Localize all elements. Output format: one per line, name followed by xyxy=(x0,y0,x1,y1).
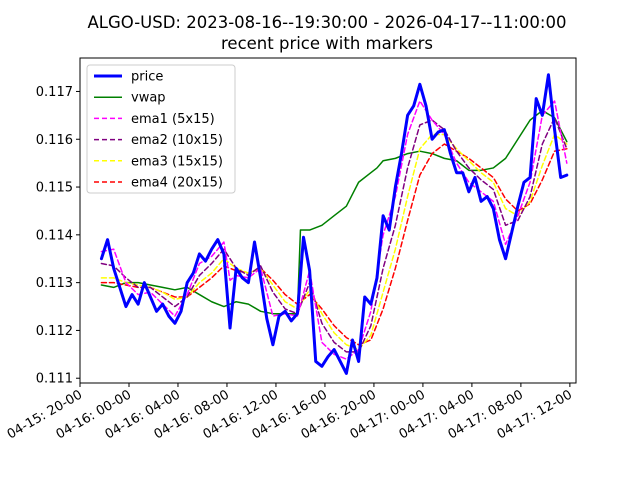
y-tick-label: 0.117 xyxy=(36,85,73,100)
series-line-price xyxy=(99,73,569,375)
legend-label: price xyxy=(131,70,163,85)
series-layer xyxy=(99,73,569,375)
legend-label: ema3 (15x15) xyxy=(131,154,223,169)
series-line-ema4 xyxy=(100,143,568,346)
chart-title: ALGO-USD: 2023-08-16--19:30:00 - 2026-04… xyxy=(88,13,567,32)
y-tick-label: 0.116 xyxy=(36,133,73,148)
legend-box xyxy=(86,64,236,194)
legend: price vwap ema1 (5x15) ema2 (10x15) ema3 (15… xyxy=(86,64,236,194)
plot-frame xyxy=(79,57,577,384)
legend-label: ema1 (5x15) xyxy=(131,112,215,127)
chart-subtitle: recent price with markers xyxy=(221,34,433,53)
legend-label: ema4 (20x15) xyxy=(131,176,223,191)
y-tick-label: 0.112 xyxy=(36,324,73,339)
series-line-ema2 xyxy=(100,116,568,353)
series-line-ema3 xyxy=(100,133,568,351)
legend-label: ema2 (10x15) xyxy=(131,133,223,148)
y-tick-label: 0.115 xyxy=(36,181,73,196)
legend-label: vwap xyxy=(131,91,166,106)
y-tick-label: 0.113 xyxy=(36,276,73,291)
y-tick-label: 0.114 xyxy=(36,228,73,243)
y-axis: 0.111 0.112 0.113 0.114 0.115 0.116 0.117 xyxy=(36,85,80,387)
y-tick-label: 0.111 xyxy=(36,372,73,387)
